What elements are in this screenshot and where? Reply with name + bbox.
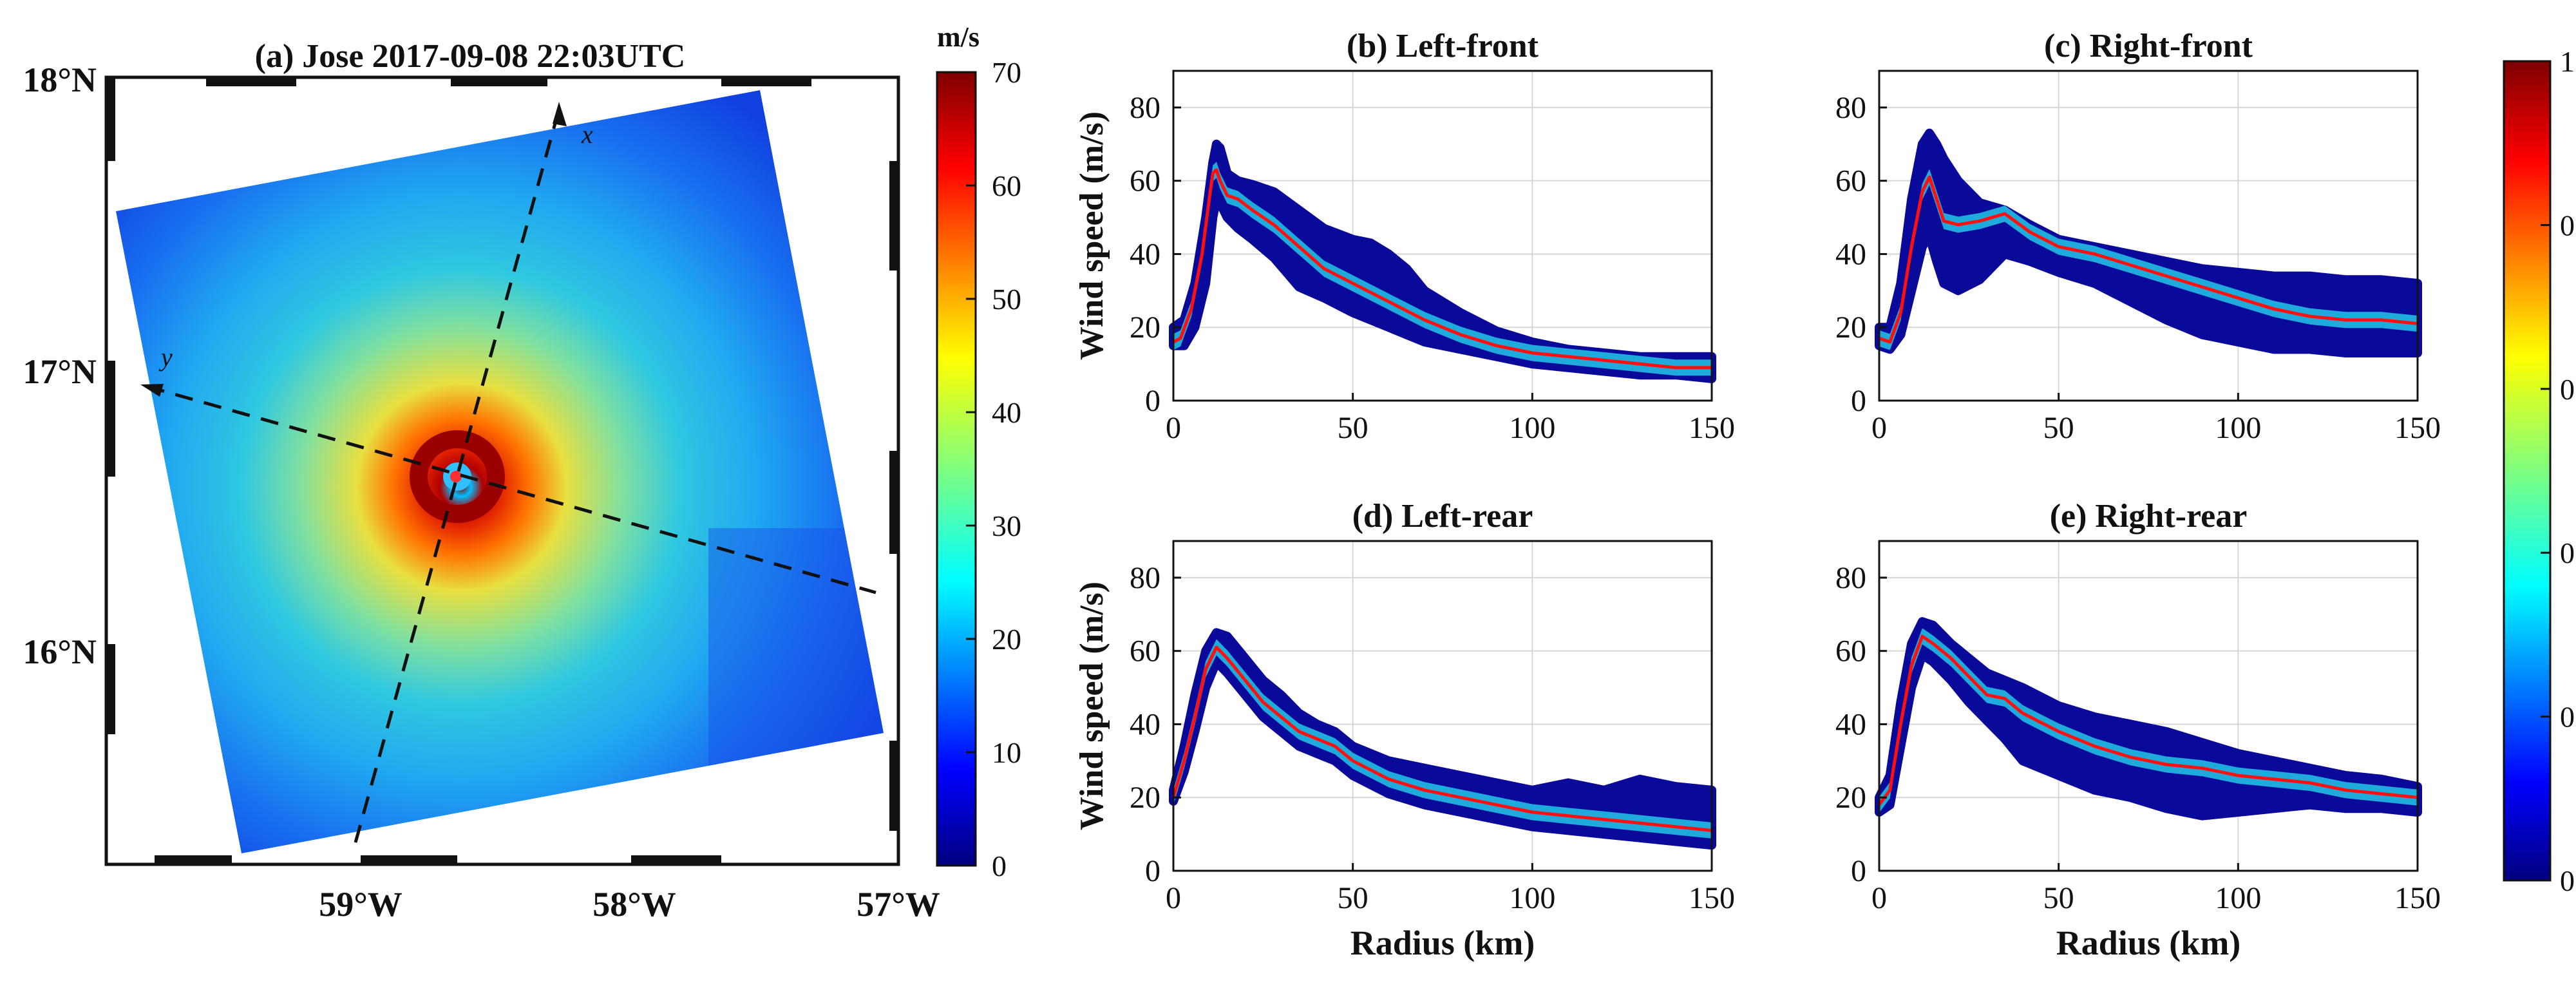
panel-title: (c) Right-front	[2044, 28, 2253, 64]
x-tick-label: 100	[2215, 881, 2261, 915]
x-tick-label: 0	[1166, 881, 1181, 915]
x-axis-label: x	[581, 120, 593, 149]
x-axis-label: Radius (km)	[2056, 924, 2241, 962]
y-axis-label: y	[158, 343, 173, 372]
lon-label-57W: 57°W	[857, 885, 940, 924]
panel-title: (b) Left-front	[1347, 28, 1539, 64]
panel-title: (e) Right-rear	[2050, 498, 2248, 535]
y-tick-label: 0	[1851, 854, 1866, 888]
lat-label-16N: 16°N	[23, 632, 97, 671]
x-tick-label: 50	[2043, 411, 2074, 445]
y-tick-label: 20	[1835, 310, 1866, 345]
y-tick-label: 40	[1835, 237, 1866, 271]
x-tick-label: 0	[1871, 411, 1887, 445]
y-tick-label: 0	[1851, 384, 1866, 418]
map-colorbar-tick-label: 10	[992, 736, 1021, 769]
colorbar-unit: m/s	[937, 21, 980, 53]
x-tick-label: 50	[1338, 411, 1368, 445]
panel-c: 0 50 100 150 0 20 40 60 80 (c) Right-front	[1835, 28, 2441, 445]
y-axis-line	[146, 385, 876, 594]
x-axis-line	[354, 109, 561, 843]
x-tick-label: 0	[1871, 881, 1887, 915]
lat-label-17N: 17°N	[23, 352, 97, 391]
x-tick-label: 150	[1689, 881, 1735, 915]
map-border-ticks	[106, 77, 898, 864]
map-colorbar-tick-label: 50	[992, 283, 1021, 316]
y-tick-label: 80	[1130, 91, 1160, 125]
y-tick-label: 20	[1130, 310, 1160, 345]
scatter-panels: 0 50 100 150 0 20 40 60 80 (b) Left-front Wind spe…	[1074, 28, 2441, 962]
x-tick-label: 50	[1338, 881, 1368, 915]
map-panel: (a) Jose 2017-09-08 22:03UTC x y 18°N 17…	[23, 38, 940, 924]
y-tick-label: 0	[1145, 854, 1160, 888]
y-tick-label: 20	[1835, 781, 1866, 815]
density-colorbar-tick-label: 1	[2560, 45, 2575, 78]
panel-e: 0 50 100 150 0 20 40 60 80 (e) Right-rear Radius (…	[1835, 498, 2441, 962]
axes-frame	[1172, 540, 1713, 872]
map-colorbar-tick-label: 0	[992, 850, 1007, 882]
density-core-band	[1879, 169, 2418, 350]
x-tick-label: 0	[1166, 411, 1181, 445]
density-core-band	[1173, 162, 1712, 376]
map-colorbar-tick-label: 40	[992, 396, 1021, 429]
y-tick-label: 80	[1835, 561, 1866, 595]
mean-curve	[1879, 175, 2418, 344]
panel-b: 0 50 100 150 0 20 40 60 80 (b) Left-front Wind spe…	[1074, 28, 1735, 445]
lon-label-58W: 58°W	[592, 885, 676, 924]
y-axis-label: Wind speed (m/s)	[1074, 582, 1110, 830]
y-tick-label: 40	[1835, 707, 1866, 741]
y-tick-label: 60	[1835, 634, 1866, 669]
mean-curve	[1171, 645, 1712, 832]
y-tick-label: 80	[1835, 91, 1866, 125]
map-title: (a) Jose 2017-09-08 22:03UTC	[255, 38, 686, 75]
panel-title: (d) Left-rear	[1352, 498, 1533, 535]
panel-d: 0 50 100 150 0 20 40 60 80 (d) Left-rear Wind spee…	[1074, 498, 1735, 962]
density-colorbar-tick-label: 0.6	[2560, 373, 2576, 406]
y-axis-label: Wind speed (m/s)	[1074, 111, 1110, 360]
x-axis-label: Radius (km)	[1350, 924, 1535, 962]
x-tick-label: 150	[2394, 411, 2441, 445]
map-colorbar-tick-label: 60	[992, 169, 1021, 202]
y-tick-label: 0	[1145, 384, 1160, 418]
y-tick-label: 60	[1835, 164, 1866, 198]
plot-area	[1879, 541, 2418, 871]
x-tick-label: 50	[2043, 881, 2074, 915]
x-tick-label: 100	[2215, 411, 2261, 445]
density-core-band	[1879, 628, 2418, 813]
density-colorbar-tick-label: 0.4	[2560, 537, 2576, 569]
mean-curve	[1172, 168, 1712, 370]
density-colorbar-tick-label: 0	[2560, 864, 2575, 897]
density-colorbar-tick-label: 0.2	[2560, 701, 2576, 734]
map-colorbar-tick-label: 20	[992, 623, 1021, 656]
density-colorbar-bar	[2503, 60, 2552, 882]
x-tick-label: 100	[1509, 411, 1555, 445]
density-colorbar-tick-label: 0.8	[2560, 209, 2576, 242]
map-colorbar-bar	[936, 71, 977, 867]
density-colorbar: 0 0.2 0.4 0.6 0.8 1	[2503, 45, 2576, 897]
map-colorbar: m/s 0 10 20 30 40 50 60 70	[936, 21, 1021, 882]
storm-center-marker	[450, 471, 462, 482]
map-colorbar-tick-label: 30	[992, 509, 1021, 542]
map-colorbar-tick-label: 70	[992, 56, 1021, 89]
y-tick-label: 20	[1130, 781, 1160, 815]
y-tick-label: 40	[1130, 707, 1160, 741]
axes-frame	[1172, 70, 1713, 402]
lon-label-59W: 59°W	[319, 885, 402, 924]
x-tick-label: 150	[1689, 411, 1735, 445]
y-tick-label: 80	[1130, 561, 1160, 595]
y-tick-label: 60	[1130, 634, 1160, 669]
x-tick-label: 150	[2394, 881, 2441, 915]
lat-label-18N: 18°N	[23, 61, 97, 99]
axes-frame	[1878, 540, 2419, 872]
y-tick-label: 60	[1130, 164, 1160, 198]
mean-curve	[1877, 634, 2418, 806]
axes-frame	[1878, 70, 2419, 402]
x-tick-label: 100	[1509, 881, 1555, 915]
y-tick-label: 40	[1130, 237, 1160, 271]
